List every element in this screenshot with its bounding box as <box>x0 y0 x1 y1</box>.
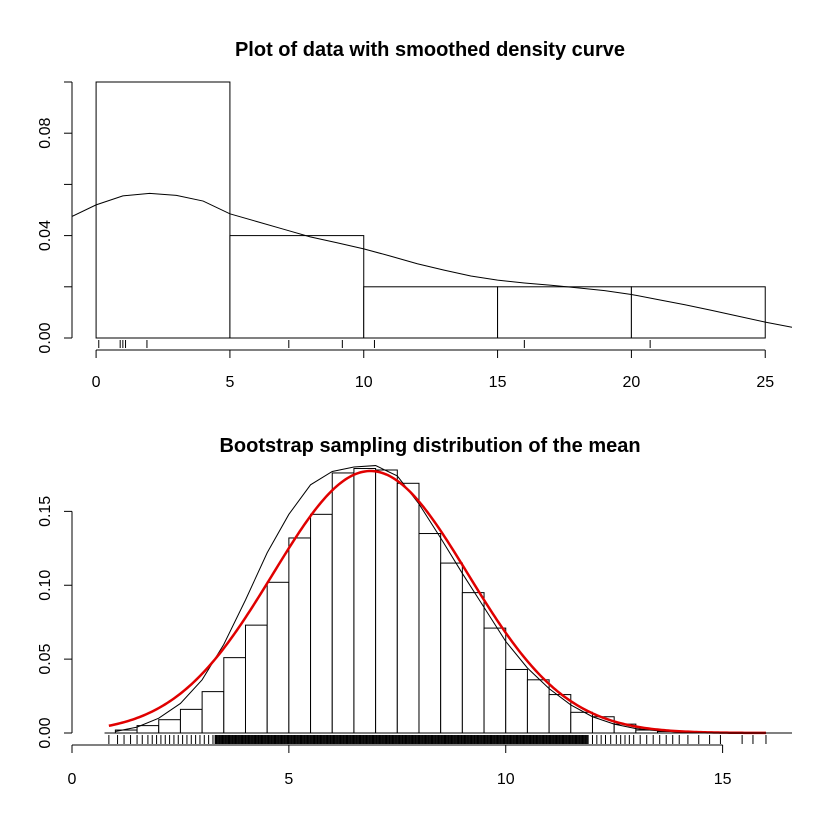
bottom-bar-15 <box>440 562 463 734</box>
bottom-bar-10 <box>331 472 355 734</box>
bottom-bar-11 <box>353 468 377 734</box>
top-y-tick-label: 0.00 <box>37 322 54 353</box>
top-x-tick-label: 10 <box>355 374 373 391</box>
bottom-bar-12 <box>375 469 398 734</box>
top-density-curve <box>72 192 792 328</box>
bottom-bar-2 <box>158 719 181 734</box>
bottom-chart-title: Bootstrap sampling distribution of the m… <box>219 435 640 457</box>
top-x-tick-label: 15 <box>489 374 507 391</box>
top-chart-title: Plot of data with smoothed density curve <box>235 39 625 61</box>
top-rug-marks <box>98 340 651 348</box>
top-x-tick-label: 5 <box>225 374 234 391</box>
bottom-histogram-bars <box>114 468 724 734</box>
bottom-x-tick-label: 0 <box>68 771 77 788</box>
top-y-tick-label: 0.04 <box>37 220 54 251</box>
bottom-y-tick-label: 0.00 <box>37 717 54 748</box>
bottom-y-axis: 0.00 0.05 0.10 0.15 <box>37 496 73 749</box>
bottom-rug-marks <box>108 735 767 744</box>
top-bar-4 <box>630 286 766 339</box>
bottom-bar-4 <box>201 691 225 734</box>
density-histogram-panel: Plot of data with smoothed density curve… <box>37 39 792 391</box>
bottom-x-axis: 0 5 10 15 <box>68 732 792 788</box>
top-y-axis: 0.00 0.04 0.08 <box>37 81 73 354</box>
bottom-y-tick-label: 0.10 <box>37 570 54 601</box>
bottom-x-tick-label: 5 <box>284 771 293 788</box>
bottom-bar-7 <box>266 581 290 734</box>
top-bar-3 <box>497 286 632 339</box>
bottom-bar-1 <box>136 725 160 734</box>
bottom-bar-14 <box>418 533 442 734</box>
bottom-bar-5 <box>223 657 246 734</box>
bottom-bar-13 <box>396 482 420 734</box>
bottom-bar-8 <box>288 537 312 734</box>
top-x-tick-label: 25 <box>756 374 774 391</box>
bottom-bar-17 <box>483 627 507 734</box>
top-x-axis: 0 5 10 15 20 25 <box>92 349 774 391</box>
bottom-bar-18 <box>505 668 528 734</box>
bottom-bar-9 <box>310 513 333 734</box>
top-bar-0 <box>95 81 231 339</box>
bottom-normal-curve <box>108 469 766 735</box>
bottom-curves-group <box>108 465 766 735</box>
bottom-x-tick-label: 15 <box>714 771 732 788</box>
top-density-curve-group <box>72 192 792 328</box>
bottom-bar-6 <box>244 624 268 734</box>
top-histogram-bars <box>95 81 766 339</box>
top-bar-2 <box>363 286 499 339</box>
bottom-y-tick-label: 0.05 <box>37 643 54 674</box>
bottom-bar-19 <box>526 679 550 734</box>
top-x-tick-label: 20 <box>623 374 641 391</box>
bottom-x-tick-label: 10 <box>497 771 515 788</box>
bottom-y-tick-label: 0.15 <box>37 496 54 527</box>
bottom-bar-3 <box>179 708 203 734</box>
top-y-tick-label: 0.08 <box>37 118 54 149</box>
top-bar-1 <box>229 235 365 339</box>
bootstrap-histogram-panel: Bootstrap sampling distribution of the m… <box>37 435 792 788</box>
bottom-bar-16 <box>461 592 485 734</box>
top-x-tick-label: 0 <box>92 374 101 391</box>
